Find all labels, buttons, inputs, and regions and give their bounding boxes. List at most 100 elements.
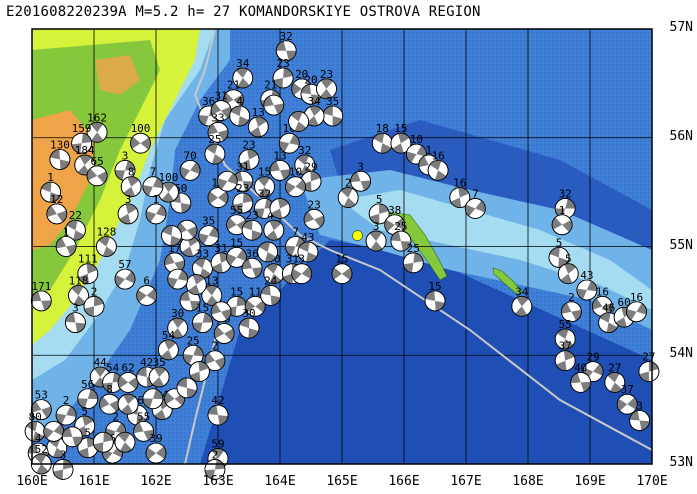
focal-mechanism: 1 xyxy=(40,171,61,203)
focal-mechanism-depth-label: 1 xyxy=(63,226,70,239)
focal-mechanism-depth-label: 46 xyxy=(602,302,615,315)
focal-mechanism-depth-label: 27 xyxy=(642,351,655,364)
focal-mechanism-depth-label: 15 xyxy=(196,302,209,315)
focal-mechanism-depth-label: 12 xyxy=(50,193,63,206)
focal-mechanism-depth-label: 65 xyxy=(90,155,103,168)
focal-mechanism: 15 xyxy=(192,302,213,334)
focal-mechanism-depth-label: 40 xyxy=(574,361,587,374)
focal-mechanism-depth-label: 53 xyxy=(35,389,48,402)
focal-mechanism-depth-label: 25 xyxy=(187,334,200,347)
focal-mechanism-depth-label: 171 xyxy=(31,280,51,293)
focal-mechanism-depth-label: 2 xyxy=(568,291,575,304)
focal-mechanism-depth-label: 5 xyxy=(565,253,572,266)
focal-mechanism: 171 xyxy=(30,280,52,312)
focal-mechanism-depth-label: 8 xyxy=(106,383,113,396)
focal-mechanism-depth-label: 34 xyxy=(236,57,250,70)
focal-mechanism-depth-label: 37 xyxy=(621,383,634,396)
focal-mechanism-depth-label: 31 xyxy=(236,160,249,173)
focal-mechanism-depth-label: 5 xyxy=(84,427,91,440)
longitude-label: 162E xyxy=(140,474,172,489)
focal-mechanism: 27 xyxy=(638,351,660,382)
focal-mechanism-depth-label: 118 xyxy=(69,274,89,287)
focal-mechanism: 18 xyxy=(371,122,393,154)
focal-mechanism-depth-label: 21 xyxy=(264,79,277,92)
focal-mechanism: 2 xyxy=(337,177,359,208)
focal-mechanism xyxy=(167,268,189,290)
focal-mechanism: 118 xyxy=(68,274,89,306)
focal-mechanism xyxy=(176,377,198,399)
focal-mechanism-depth-label: 100 xyxy=(158,171,178,184)
focal-mechanism: 23 xyxy=(303,198,325,230)
focal-mechanism-depth-label: 1 xyxy=(153,193,160,206)
focal-mechanism-depth-label: 38 xyxy=(388,204,401,217)
focal-mechanism-depth-label: 29 xyxy=(586,351,599,364)
focal-mechanism: 3 xyxy=(350,160,372,192)
focal-mechanism: 13 xyxy=(201,274,223,306)
focal-mechanism-depth-label: 55 xyxy=(230,204,243,217)
focal-mechanism-depth-label: 3 xyxy=(60,448,67,461)
focal-mechanism xyxy=(43,420,65,442)
focal-mechanism-depth-label: 3 xyxy=(122,149,129,162)
focal-mechanism-depth-label: 57 xyxy=(118,258,131,271)
focal-mechanism-depth-label: 23 xyxy=(245,209,258,222)
focal-mechanism: 43 xyxy=(576,269,598,301)
focal-mechanism: 16 xyxy=(592,285,613,317)
focal-mechanism: 100 xyxy=(157,171,179,203)
focal-mechanism-depth-label: 13 xyxy=(252,106,265,119)
focal-mechanism-depth-label: 21 xyxy=(227,79,240,92)
focal-mechanism-depth-label: 3 xyxy=(636,400,643,413)
focal-mechanism-depth-label: 29 xyxy=(304,160,317,173)
focal-mechanism: 130 xyxy=(49,139,71,170)
focal-mechanism-depth-label: 2 xyxy=(345,177,352,190)
focal-mechanism-depth-label: 16 xyxy=(630,291,643,304)
focal-mechanism-depth-label: 2 xyxy=(212,340,219,353)
longitude-label: 168E xyxy=(512,474,544,489)
focal-mechanism xyxy=(288,111,310,132)
focal-mechanism-depth-label: 52 xyxy=(35,443,48,456)
focal-mechanism-depth-label: 36 xyxy=(245,247,258,260)
focal-mechanism-depth-label: 27 xyxy=(608,361,621,374)
plate-boundary-kamchatka xyxy=(193,29,652,451)
focal-mechanism: 8 xyxy=(99,383,120,415)
focal-mechanism-depth-label: 33 xyxy=(211,111,224,124)
focal-mechanism-depth-label: 5 xyxy=(81,405,88,418)
focal-mechanism-depth-label: 10 xyxy=(410,133,423,146)
focal-mechanism xyxy=(117,393,139,415)
focal-mechanism-depth-label: 1 xyxy=(425,144,432,157)
focal-mechanism-depth-label: 25 xyxy=(208,133,221,146)
focal-mechanism: 40 xyxy=(570,361,592,393)
focal-mechanism-depth-label: 55 xyxy=(559,318,572,331)
focal-mechanism-depth-label: 42 xyxy=(211,394,224,407)
focal-mechanism-depth-label: 15 xyxy=(230,285,243,298)
focal-mechanism-depth-label: 37 xyxy=(559,340,572,353)
focal-mechanism-depth-label: 130 xyxy=(50,139,70,152)
longitude-label: 169E xyxy=(574,474,606,489)
focal-mechanism xyxy=(114,431,136,453)
focal-mechanism: 10 xyxy=(285,166,306,198)
focal-mechanism-depth-label: 70 xyxy=(183,149,196,162)
focal-mechanism: 7 xyxy=(142,166,164,198)
focal-mechanism-depth-label: 3 xyxy=(72,302,79,315)
focal-mechanism-depth-label: 111 xyxy=(78,253,98,266)
focal-mechanism: 1 xyxy=(145,193,167,225)
focal-mechanism-depth-label: 10 xyxy=(289,166,302,179)
focal-mechanism: 2 xyxy=(204,340,226,372)
focal-mechanism: 23 xyxy=(316,68,337,100)
focal-mechanism xyxy=(61,426,83,448)
longitude-label: 166E xyxy=(388,474,420,489)
focal-mechanism: 42 xyxy=(207,394,229,426)
longitude-label: 163E xyxy=(202,474,234,489)
focal-mechanism-depth-label: 23 xyxy=(307,198,320,211)
focal-mechanism: 54 xyxy=(157,329,179,361)
focal-mechanism-depth-label: 59 xyxy=(211,438,224,451)
focal-mechanism-depth-label: 32 xyxy=(258,187,271,200)
focal-mechanism-depth-label: 20 xyxy=(295,68,308,81)
focal-mechanism xyxy=(269,198,291,219)
focal-mechanism: 15 xyxy=(390,122,412,154)
focal-mechanism: 12 xyxy=(46,193,68,225)
deep-ocean-region xyxy=(200,240,652,464)
focal-mechanism: 10 xyxy=(278,122,300,154)
focal-mechanism-depth-label: 159 xyxy=(72,122,92,135)
focal-mechanism-depth-label: 11 xyxy=(249,285,262,298)
focal-mechanism: 100 xyxy=(130,122,151,154)
